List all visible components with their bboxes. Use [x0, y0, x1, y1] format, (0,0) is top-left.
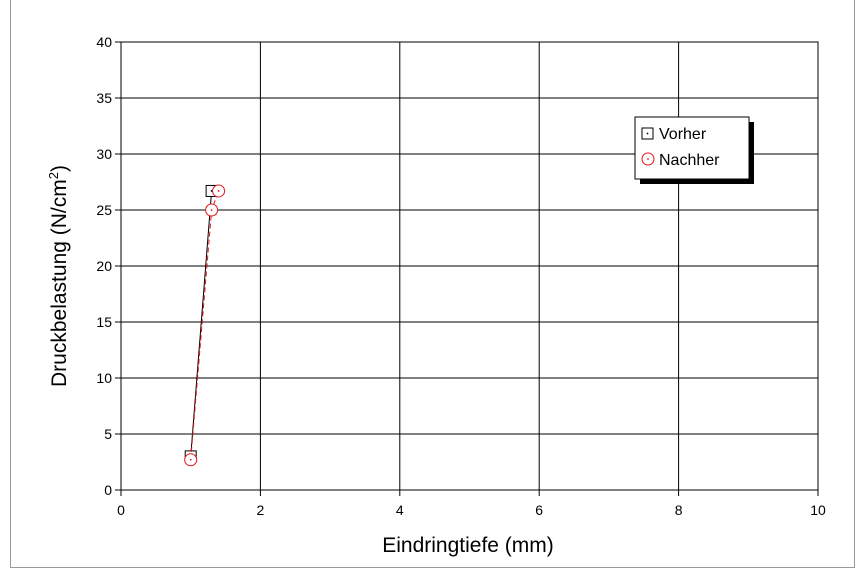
y-axis: 0 5 10 15 20 25 30 35 40 [96, 34, 121, 498]
x-axis: 0 2 4 6 8 10 [117, 490, 826, 518]
y-tick-label: 0 [104, 482, 112, 498]
legend-square-marker-dot [646, 132, 649, 135]
x-axis-title: Eindringtiefe (mm) [382, 534, 554, 557]
y-tick-label: 25 [96, 202, 112, 218]
data-point-center-nachher [210, 209, 213, 211]
series-line-nachher [190, 190, 220, 460]
legend-item-nachher: Nachher [641, 152, 720, 169]
y-axis-title-end: ) [48, 165, 71, 172]
data-point-center-nachher [217, 190, 220, 192]
y-tick-label: 15 [96, 314, 112, 330]
y-tick-label: 30 [96, 146, 112, 162]
y-tick-label: 35 [96, 90, 112, 106]
y-axis-title: Druckbelastung (N/cm2) [46, 165, 71, 387]
x-tick-label: 6 [535, 502, 543, 518]
y-tick-label: 5 [104, 426, 112, 442]
grid [121, 42, 818, 490]
x-tick-label: 0 [117, 502, 125, 518]
legend-circle-marker-dot [647, 158, 649, 160]
series-line-vorher [190, 190, 213, 457]
data-point-center-nachher [189, 458, 192, 461]
x-tick-label: 8 [675, 502, 683, 518]
chart-frame [10, 0, 855, 568]
series-group [184, 184, 226, 467]
legend-item-vorher: Vorher [641, 126, 707, 143]
legend: Vorher Nachher [634, 116, 754, 184]
legend-box [634, 116, 750, 180]
legend-label-nachher: Nachher [659, 152, 720, 169]
x-tick-label: 10 [810, 502, 826, 518]
y-tick-label: 40 [96, 34, 112, 50]
y-tick-label: 20 [96, 258, 112, 274]
x-tick-label: 2 [257, 502, 265, 518]
y-axis-title-superscript: 2 [46, 172, 61, 179]
legend-label-vorher: Vorher [659, 126, 707, 143]
data-point-center-vorher [210, 190, 213, 192]
x-tick-label: 4 [396, 502, 404, 518]
y-tick-label: 10 [96, 370, 112, 386]
y-axis-title-main: Druckbelastung (N/cm [48, 179, 71, 387]
